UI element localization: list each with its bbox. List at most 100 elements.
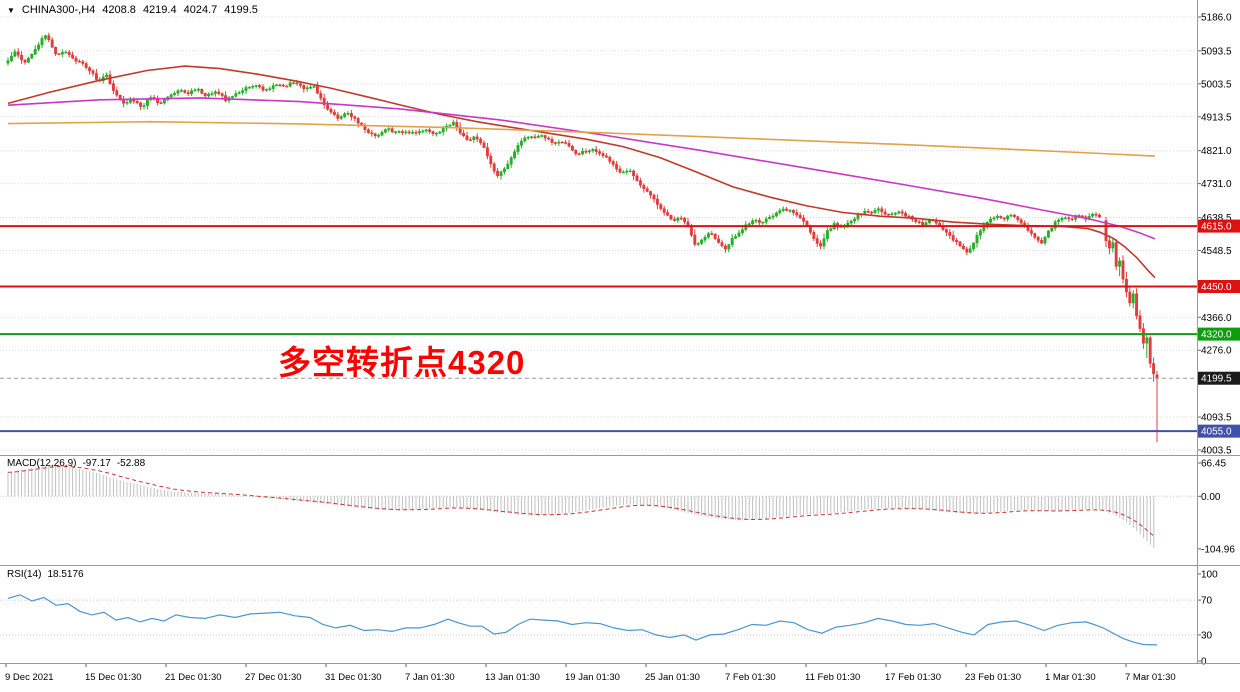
svg-text:4320.0: 4320.0 [1201, 330, 1232, 341]
candle-up [387, 125, 391, 133]
candle-up [788, 208, 792, 214]
candle-down [669, 214, 673, 221]
time-axis-label: 9 Dec 2021 [5, 672, 54, 683]
candle-up [897, 210, 901, 215]
candle-down [1152, 357, 1156, 382]
annotation-text[interactable]: 多空转折点4320 [278, 344, 526, 381]
price-axis-scale[interactable] [1197, 0, 1240, 663]
candle-down [81, 59, 85, 67]
candle-down [1141, 323, 1145, 349]
candle-up [676, 216, 680, 224]
candle-up [254, 84, 258, 89]
candle-down [407, 130, 411, 135]
macd-indicator-header: MACD(12,26,9) -97.17 -52.88 [7, 458, 145, 469]
pivot-4320-badge: 4320.0 [1198, 327, 1240, 341]
candle-up [1006, 214, 1010, 222]
price-axis-label: 4548.5 [1201, 246, 1232, 257]
candle-up [557, 139, 561, 146]
candle-down [560, 140, 564, 144]
candle-up [247, 86, 251, 89]
candle-up [309, 84, 313, 90]
candle-up [210, 91, 214, 96]
candle-up [142, 102, 146, 110]
candle-down [315, 81, 319, 95]
candle-up [822, 233, 826, 250]
candle-down [723, 243, 727, 253]
candle-down [479, 137, 483, 145]
candle-up [968, 245, 972, 254]
candle-up [105, 72, 109, 80]
candle-down [370, 129, 374, 137]
candle-down [1002, 217, 1006, 222]
candle-down [16, 48, 20, 59]
price-gridlines [0, 16, 1197, 451]
candle-down [132, 97, 136, 104]
candle-up [305, 85, 309, 92]
candle-up [536, 134, 540, 139]
candle-up [394, 130, 398, 135]
candle-down [336, 111, 340, 122]
candle-down [598, 149, 602, 157]
candle-up [1145, 333, 1149, 358]
candle-up [727, 243, 731, 253]
candle-up [587, 149, 591, 155]
candle-down [1124, 271, 1128, 298]
candle-down [713, 233, 717, 240]
candle-down [965, 246, 969, 256]
candle-down [84, 61, 88, 70]
candle-up [169, 93, 173, 99]
time-axis-scale[interactable] [0, 663, 1197, 692]
candle-down [666, 209, 670, 217]
candle-up [397, 130, 401, 134]
candle-down [791, 209, 795, 216]
candle-down [955, 238, 959, 245]
candle-down [23, 59, 27, 65]
candle-up [696, 242, 700, 246]
candle-down [693, 229, 697, 247]
rsi-axis-label: 30 [1201, 630, 1213, 641]
macd-panel [0, 465, 1197, 548]
candle-down [71, 51, 75, 60]
candle-down [1040, 237, 1044, 245]
candle-up [241, 87, 245, 95]
candle-down [887, 213, 891, 216]
time-axis-label: 21 Dec 01:30 [165, 672, 222, 683]
price-axis-label: 5003.5 [1201, 79, 1232, 90]
candle-up [244, 85, 248, 95]
candle-down [186, 89, 190, 97]
candle-down [492, 162, 496, 174]
candle-down [278, 83, 282, 87]
candle-down [281, 83, 285, 87]
candle-down [904, 211, 908, 218]
time-axis-label: 13 Jan 01:30 [485, 672, 540, 683]
candle-down [475, 133, 479, 143]
ohlc-high-value: 4219.4 [142, 4, 177, 16]
time-axis-label: 25 Jan 01:30 [645, 672, 700, 683]
candle-up [1131, 290, 1135, 309]
candle-up [1091, 212, 1095, 218]
candle-down [482, 140, 486, 149]
candle-down [200, 88, 204, 95]
candle-up [339, 115, 343, 121]
candle-up [438, 130, 442, 135]
candle-up [978, 228, 982, 240]
candle-down [400, 129, 404, 136]
rsi-panel [0, 594, 1197, 646]
candle-up [383, 128, 387, 134]
candle-up [173, 91, 177, 97]
candle-up [703, 234, 707, 243]
candle-up [768, 214, 772, 220]
candle-down [615, 160, 619, 172]
candle-down [638, 177, 642, 188]
candle-down [934, 217, 938, 226]
candle-down [1036, 235, 1040, 243]
price-axis-label: 4366.0 [1201, 313, 1232, 324]
candle-down [900, 209, 904, 217]
candle-up [992, 216, 996, 222]
rsi-indicator-header: RSI(14) 18.5176 [7, 569, 84, 580]
price-axis-label: 4276.0 [1201, 346, 1232, 357]
candle-up [37, 42, 41, 52]
candle-down [1016, 215, 1020, 223]
candle-up [781, 206, 785, 213]
